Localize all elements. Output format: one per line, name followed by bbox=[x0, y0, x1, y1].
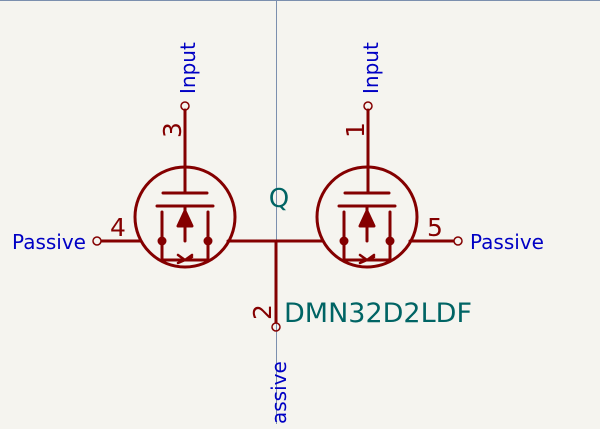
pin-numbers: 3 1 4 5 2 bbox=[110, 122, 443, 320]
pin-name-3: Input bbox=[176, 42, 200, 94]
pin-number-1: 1 bbox=[341, 122, 370, 138]
mosfet-symbol[interactable] bbox=[100, 108, 455, 324]
pin-number-5: 5 bbox=[427, 213, 443, 242]
pin-number-4: 4 bbox=[110, 213, 126, 242]
pin-name-4: Passive bbox=[12, 230, 86, 254]
transistor-left bbox=[133, 165, 237, 269]
transistor-right-body bbox=[315, 165, 419, 269]
pin-endpoints bbox=[92, 101, 463, 332]
transistor-left-body bbox=[133, 165, 237, 269]
pin-endpoint-2[interactable] bbox=[271, 322, 281, 332]
component-value[interactable]: DMN32D2LDF bbox=[284, 298, 472, 329]
pin-endpoint-1[interactable] bbox=[363, 101, 373, 111]
pin-name-5: Passive bbox=[470, 230, 544, 254]
component-reference[interactable]: Q bbox=[269, 184, 289, 214]
pin-endpoint-4[interactable] bbox=[92, 236, 102, 246]
pin-endpoint-3[interactable] bbox=[180, 101, 190, 111]
transistor-right bbox=[315, 165, 419, 269]
pin-number-3: 3 bbox=[158, 122, 187, 138]
pin-number-2: 2 bbox=[248, 304, 277, 320]
pin-name-2: assive bbox=[267, 361, 291, 424]
pin-endpoint-5[interactable] bbox=[453, 236, 463, 246]
pin-name-1: Input bbox=[359, 42, 383, 94]
pin-names: Input Input Passive Passive assive bbox=[12, 42, 544, 424]
